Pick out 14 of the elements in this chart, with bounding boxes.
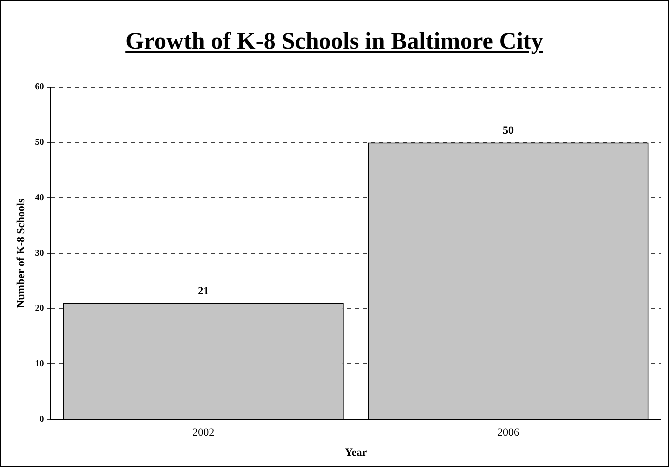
y-tick-label: 0 <box>40 414 45 424</box>
y-tick-label: 30 <box>35 248 45 258</box>
y-tick-label: 40 <box>35 192 45 202</box>
x-axis-title: Year <box>345 447 368 460</box>
data-label: 21 <box>198 286 210 298</box>
chart-title: Growth of K-8 Schools in Baltimore City <box>126 29 544 55</box>
y-tick-label: 60 <box>35 82 45 92</box>
x-tick-label: 2006 <box>498 427 520 440</box>
y-tick-label: 10 <box>35 358 45 369</box>
y-tick-label: 20 <box>35 303 45 314</box>
y-axis-title: Number of K-8 Schools <box>15 198 28 308</box>
y-tick-label: 50 <box>35 137 45 148</box>
data-label: 50 <box>503 125 515 138</box>
x-tick-label: 2002 <box>192 427 215 440</box>
